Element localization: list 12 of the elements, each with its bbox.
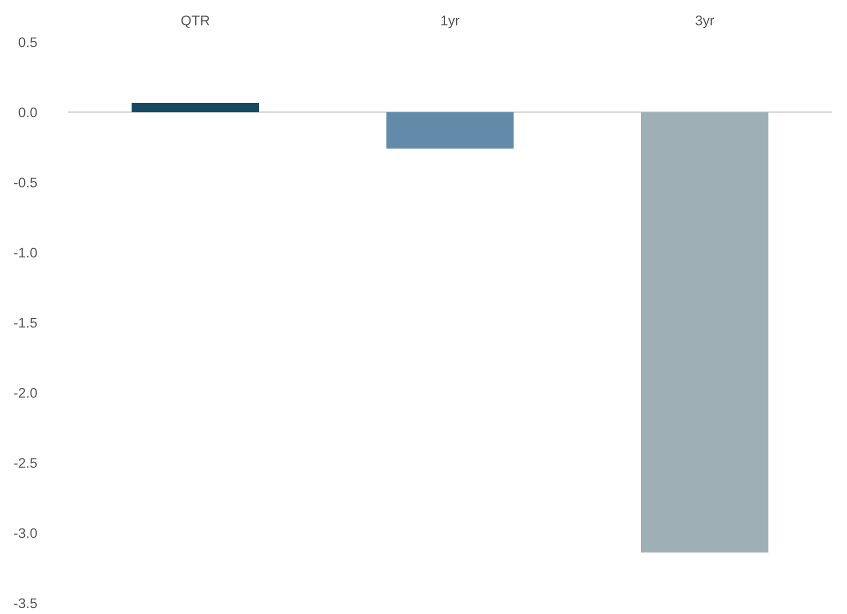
x-tick-label: 1yr: [441, 16, 460, 28]
y-tick-label: 0.5: [18, 37, 37, 48]
y-tick-label: -0.5: [14, 178, 37, 188]
y-tick-label: -2.5: [14, 458, 37, 468]
y-tick-label: -1.0: [14, 248, 37, 258]
x-tick-label: QTR: [181, 16, 210, 28]
y-tick-label: -1.5: [14, 318, 37, 328]
y-tick-label: -2.0: [14, 388, 37, 398]
y-tick-label: -3.0: [14, 528, 37, 538]
x-tick-label: 3yr: [696, 16, 714, 28]
y-tick-label: 0.0: [18, 107, 37, 118]
y-tick-label: -3.5: [14, 598, 37, 608]
